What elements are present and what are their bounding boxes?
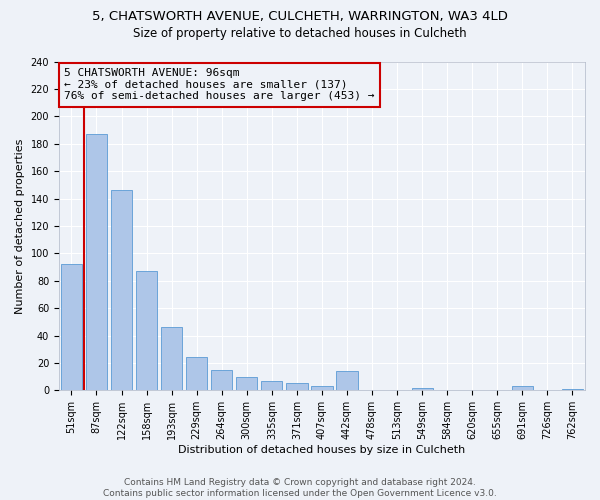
- Bar: [186, 358, 208, 390]
- Bar: [311, 386, 332, 390]
- Bar: [61, 264, 82, 390]
- Bar: [337, 371, 358, 390]
- Text: Contains HM Land Registry data © Crown copyright and database right 2024.
Contai: Contains HM Land Registry data © Crown c…: [103, 478, 497, 498]
- Bar: [136, 271, 157, 390]
- Bar: [412, 388, 433, 390]
- Text: 5 CHATSWORTH AVENUE: 96sqm
← 23% of detached houses are smaller (137)
76% of sem: 5 CHATSWORTH AVENUE: 96sqm ← 23% of deta…: [64, 68, 374, 102]
- Bar: [286, 384, 308, 390]
- X-axis label: Distribution of detached houses by size in Culcheth: Distribution of detached houses by size …: [178, 445, 466, 455]
- Bar: [261, 381, 283, 390]
- Text: Size of property relative to detached houses in Culcheth: Size of property relative to detached ho…: [133, 28, 467, 40]
- Bar: [211, 370, 232, 390]
- Bar: [562, 389, 583, 390]
- Bar: [236, 376, 257, 390]
- Text: 5, CHATSWORTH AVENUE, CULCHETH, WARRINGTON, WA3 4LD: 5, CHATSWORTH AVENUE, CULCHETH, WARRINGT…: [92, 10, 508, 23]
- Bar: [86, 134, 107, 390]
- Bar: [161, 328, 182, 390]
- Bar: [512, 386, 533, 390]
- Y-axis label: Number of detached properties: Number of detached properties: [15, 138, 25, 314]
- Bar: [111, 190, 132, 390]
